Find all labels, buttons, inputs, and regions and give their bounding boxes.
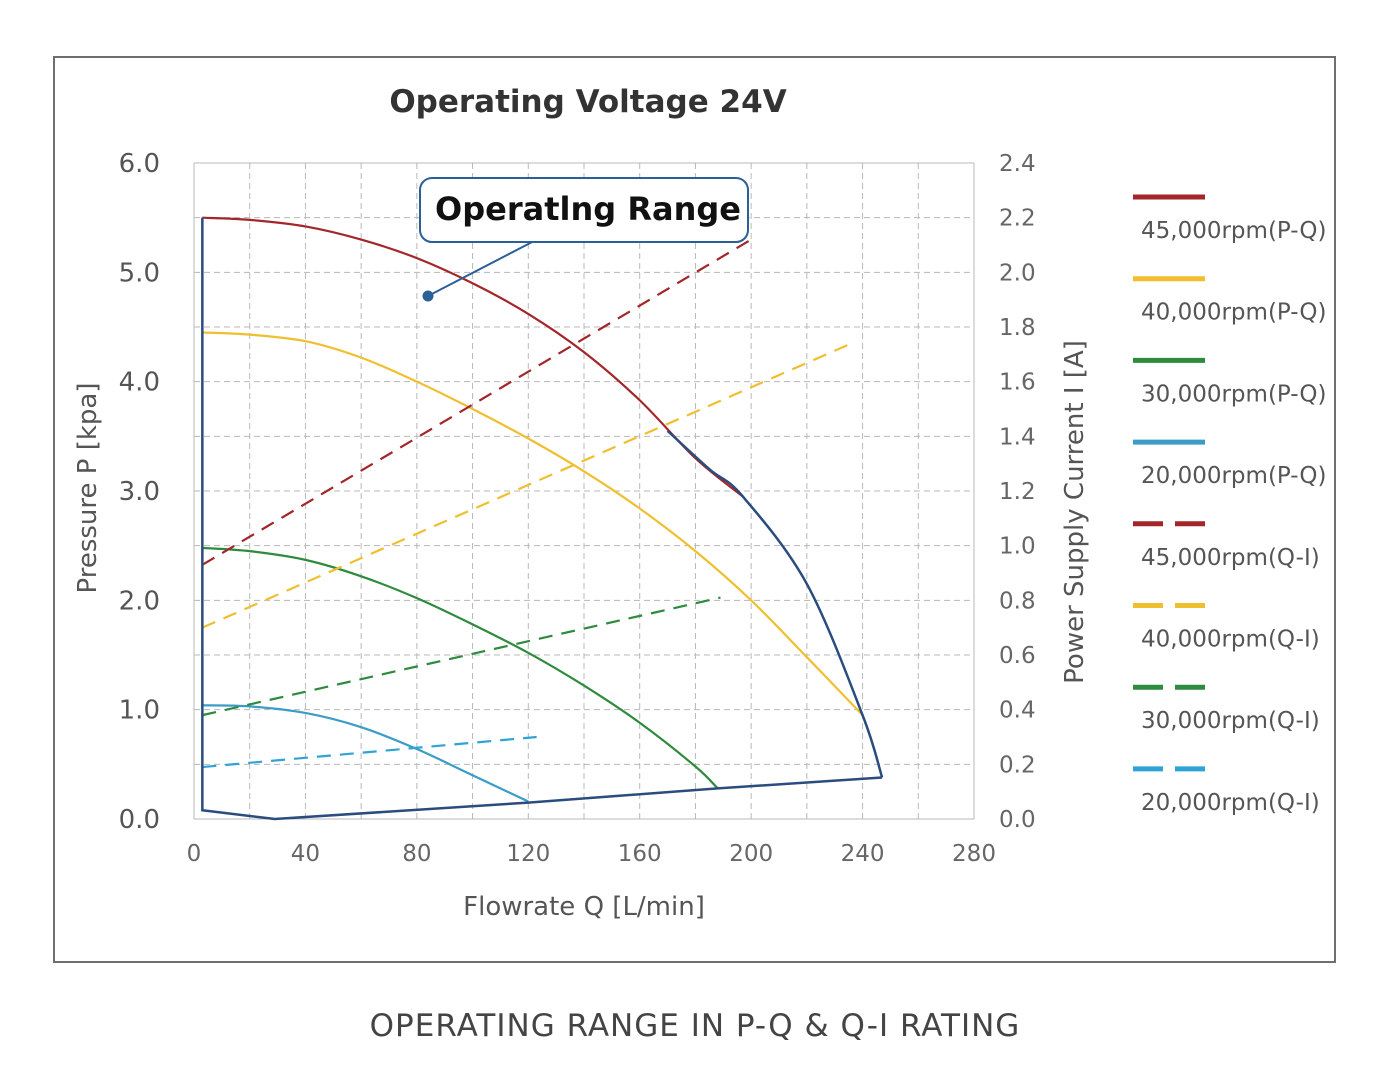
y2-tick-label: 2.0: [999, 260, 1036, 286]
operating-range-boundary: [201, 217, 884, 821]
series-line-30-000rpm-q-i-: [202, 596, 721, 717]
series-line-45-000rpm-p-q-: [202, 216, 744, 498]
series-lines: [201, 216, 864, 803]
tick-labels: 0.0 1.0 2.0 3.0 4.0 5.0 6.0 0.0 0.2 0.4 0.6 0.8 1.0 1…: [119, 149, 1036, 867]
legend-label: 40,000rpm(P-Q): [1141, 300, 1327, 326]
series-line-20-000rpm-p-q-: [202, 704, 529, 803]
boundary-arc: [666, 429, 884, 778]
y2-tick-label: 0.6: [999, 643, 1036, 669]
y2-tick-label: 0.8: [999, 588, 1036, 614]
legend-label: 20,000rpm(Q-I): [1141, 790, 1320, 816]
legend-label: 30,000rpm(Q-I): [1141, 708, 1320, 734]
series-line-40-000rpm-p-q-: [202, 331, 864, 716]
y-tick-label: 5.0: [119, 258, 160, 288]
chart-frame: [53, 56, 1336, 963]
callout-box: [419, 177, 749, 243]
legend-label: 40,000rpm(Q-I): [1141, 627, 1320, 653]
callout-text: Operatlng Range: [435, 190, 741, 228]
y-tick-label: 2.0: [119, 586, 160, 616]
series-line-40-000rpm-q-i-: [201, 342, 852, 629]
y2-tick-label: 0.2: [999, 752, 1036, 778]
figure-caption: OPERATING RANGE IN P-Q & Q-I RATING: [369, 1008, 1021, 1044]
callout-leader-line: [427, 239, 537, 297]
legend-label: 30,000rpm(P-Q): [1141, 381, 1327, 407]
series-line-20-000rpm-q-i-: [202, 735, 537, 769]
x-tick-label: 200: [729, 841, 773, 867]
y2-tick-label: 0.4: [999, 698, 1036, 724]
y2-tick-label: 1.4: [999, 424, 1036, 450]
x-tick-label: 280: [952, 841, 996, 867]
y2-tick-label: 1.8: [999, 315, 1036, 341]
x-tick-label: 240: [841, 841, 885, 867]
x-tick-label: 80: [402, 841, 431, 867]
x-tick-label: 120: [506, 841, 550, 867]
chart-svg: Operating Voltage 24V 0.0 1.0 2.0 3.0 4.0 5.0…: [73, 84, 1327, 922]
series-line-30-000rpm-p-q-: [202, 546, 719, 790]
y2-tick-label: 2.2: [999, 206, 1036, 232]
callout-dot: [422, 290, 434, 302]
legend-label: 45,000rpm(Q-I): [1141, 545, 1320, 571]
y-tick-label: 0.0: [119, 805, 160, 835]
y2-axis-label: Power Supply Current I [A]: [1060, 340, 1090, 684]
x-axis-label: Flowrate Q [L/min]: [463, 892, 705, 922]
series-line-45-000rpm-q-i-: [201, 238, 752, 566]
y-tick-label: 3.0: [119, 477, 160, 507]
boundary-line: [201, 217, 883, 821]
legend: 45,000rpm(P-Q) 40,000rpm(P-Q) 30,000rpm(P-…: [1133, 194, 1327, 816]
x-tick-label: 0: [187, 841, 202, 867]
chart-title: Operating Voltage 24V: [389, 84, 786, 120]
y2-tick-label: 1.0: [999, 534, 1036, 560]
y2-tick-label: 2.4: [999, 151, 1036, 177]
y-tick-label: 1.0: [119, 696, 160, 726]
legend-label: 20,000rpm(P-Q): [1141, 463, 1327, 489]
y-tick-label: 6.0: [119, 149, 160, 179]
y-tick-label: 4.0: [119, 368, 160, 398]
x-tick-label: 40: [291, 841, 320, 867]
x-tick-label: 160: [618, 841, 662, 867]
y2-tick-label: 1.2: [999, 479, 1036, 505]
grid: [193, 162, 975, 820]
y2-tick-label: 0.0: [999, 807, 1036, 833]
y2-tick-label: 1.6: [999, 370, 1036, 396]
y-axis-label: Pressure P [kpa]: [73, 382, 103, 593]
legend-label: 45,000rpm(P-Q): [1141, 218, 1327, 244]
annotation-callout: Operatlng Range: [419, 177, 749, 302]
